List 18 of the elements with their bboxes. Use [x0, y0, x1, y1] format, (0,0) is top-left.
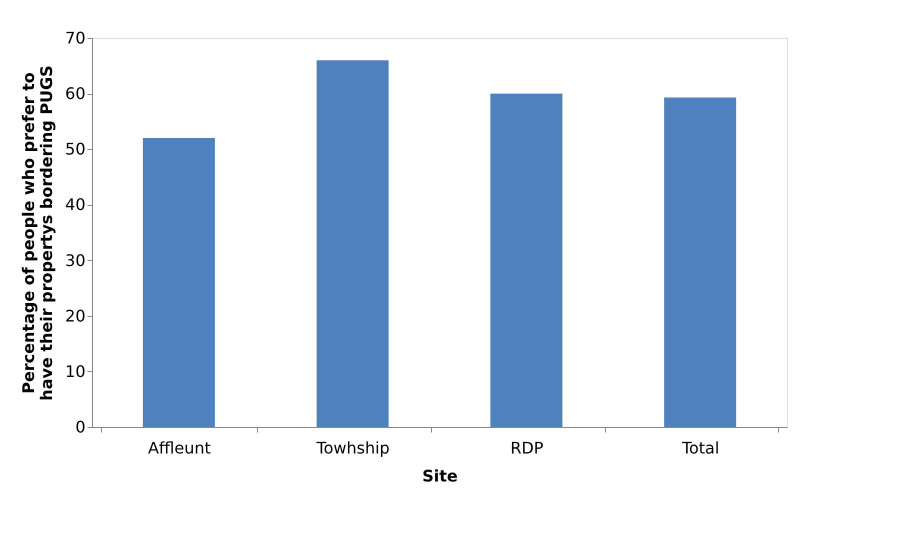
bar	[142, 138, 215, 427]
y-tick-label: 30	[65, 250, 86, 270]
y-tick-label: 50	[65, 140, 86, 159]
bar	[490, 94, 562, 427]
bar	[316, 60, 389, 427]
y-axis-title: Percentage of people who prefer to have their propertys bordering PUGS	[19, 65, 56, 401]
x-tick-label: Towhship	[316, 438, 390, 458]
x-tick-label: Affleunt	[148, 438, 211, 458]
x-tick-label: Total	[680, 438, 720, 458]
x-axis-title: Site	[422, 466, 458, 486]
bar	[664, 97, 736, 427]
y-tick-label: 70	[65, 28, 86, 48]
y-tick-label: 40	[65, 195, 86, 214]
y-tick-label: 0	[75, 418, 86, 436]
y-tick-label: 60	[65, 84, 86, 104]
x-tick-label: RDP	[510, 438, 544, 458]
y-tick-label: 20	[65, 306, 86, 326]
y-tick-label: 10	[65, 362, 86, 381]
